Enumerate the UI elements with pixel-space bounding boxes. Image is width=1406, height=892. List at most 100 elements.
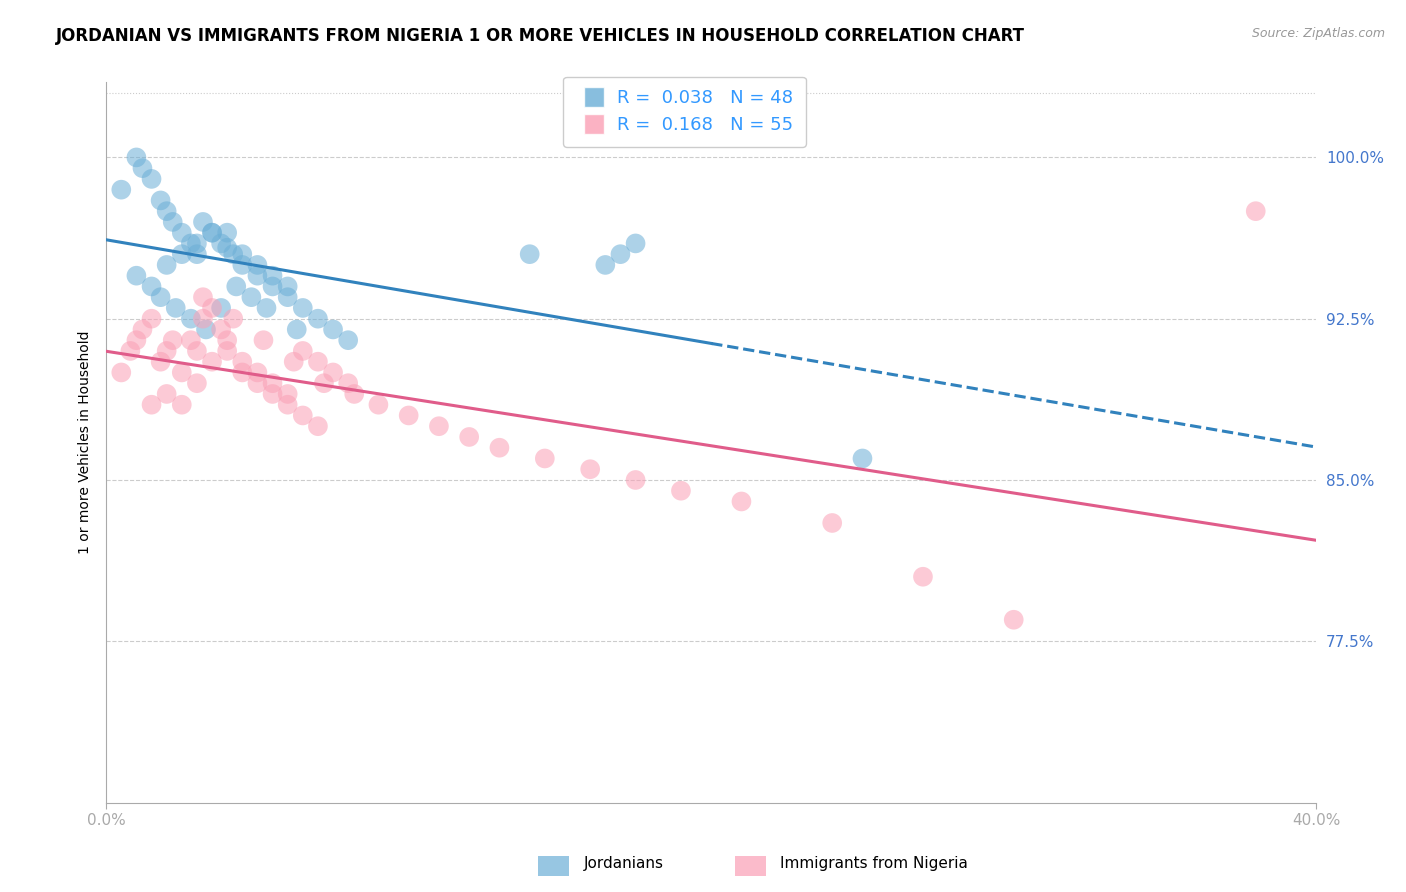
Text: JORDANIAN VS IMMIGRANTS FROM NIGERIA 1 OR MORE VEHICLES IN HOUSEHOLD CORRELATION: JORDANIAN VS IMMIGRANTS FROM NIGERIA 1 O…: [56, 27, 1025, 45]
Text: Source: ZipAtlas.com: Source: ZipAtlas.com: [1251, 27, 1385, 40]
Point: [246, 376, 269, 391]
Point: [209, 322, 232, 336]
Point: [191, 290, 214, 304]
Point: [110, 366, 132, 380]
Point: [209, 301, 232, 315]
Point: [186, 376, 208, 391]
Point: [337, 333, 360, 347]
Point: [201, 354, 224, 368]
Point: [149, 194, 172, 208]
Point: [125, 268, 148, 283]
Point: [262, 279, 284, 293]
Point: [120, 343, 142, 358]
Point: [285, 322, 308, 336]
Point: [277, 387, 299, 401]
Point: [149, 354, 172, 368]
Point: [252, 333, 274, 347]
Point: [283, 354, 305, 368]
Point: [307, 311, 329, 326]
Point: [201, 226, 224, 240]
Point: [277, 398, 299, 412]
Point: [427, 419, 450, 434]
Point: [851, 451, 873, 466]
Point: [246, 268, 269, 283]
Point: [110, 183, 132, 197]
Point: [1002, 613, 1025, 627]
Point: [141, 311, 163, 326]
Point: [262, 387, 284, 401]
Point: [231, 247, 253, 261]
Point: [222, 311, 245, 326]
Point: [217, 226, 239, 240]
Point: [595, 258, 617, 272]
Point: [141, 279, 163, 293]
Point: [217, 343, 239, 358]
Point: [180, 333, 202, 347]
Point: [141, 398, 163, 412]
Point: [262, 268, 284, 283]
Point: [307, 354, 329, 368]
Point: [322, 322, 344, 336]
Point: [291, 409, 314, 423]
Point: [231, 354, 253, 368]
Point: [246, 258, 269, 272]
Point: [201, 301, 224, 315]
Point: [624, 236, 647, 251]
Point: [201, 226, 224, 240]
Y-axis label: 1 or more Vehicles in Household: 1 or more Vehicles in Household: [79, 331, 93, 554]
Point: [131, 161, 153, 176]
Point: [165, 301, 187, 315]
Point: [209, 236, 232, 251]
Point: [291, 343, 314, 358]
Point: [337, 376, 360, 391]
Point: [277, 290, 299, 304]
Point: [156, 204, 179, 219]
Point: [1244, 204, 1267, 219]
Point: [231, 258, 253, 272]
Point: [170, 366, 193, 380]
Text: Immigrants from Nigeria: Immigrants from Nigeria: [780, 856, 969, 871]
Point: [131, 322, 153, 336]
Point: [125, 333, 148, 347]
Point: [821, 516, 844, 530]
Point: [156, 343, 179, 358]
Point: [125, 150, 148, 164]
Point: [225, 279, 247, 293]
Point: [222, 247, 245, 261]
Point: [240, 290, 263, 304]
Point: [730, 494, 752, 508]
Point: [170, 398, 193, 412]
Point: [170, 247, 193, 261]
Point: [141, 172, 163, 186]
Point: [217, 241, 239, 255]
Point: [186, 247, 208, 261]
Point: [312, 376, 335, 391]
Point: [170, 226, 193, 240]
Point: [322, 366, 344, 380]
Point: [162, 215, 184, 229]
Legend: R =  0.038   N = 48, R =  0.168   N = 55: R = 0.038 N = 48, R = 0.168 N = 55: [562, 77, 806, 147]
Point: [343, 387, 366, 401]
Point: [519, 247, 541, 261]
Point: [180, 311, 202, 326]
Point: [911, 570, 934, 584]
Point: [217, 333, 239, 347]
Point: [277, 279, 299, 293]
Point: [488, 441, 510, 455]
Point: [186, 343, 208, 358]
Point: [231, 366, 253, 380]
Point: [191, 215, 214, 229]
Point: [162, 333, 184, 347]
Point: [398, 409, 420, 423]
Point: [246, 366, 269, 380]
Point: [624, 473, 647, 487]
Point: [156, 258, 179, 272]
Point: [195, 322, 218, 336]
Point: [186, 236, 208, 251]
Point: [291, 301, 314, 315]
Point: [307, 419, 329, 434]
Point: [609, 247, 631, 261]
Point: [533, 451, 555, 466]
Point: [262, 376, 284, 391]
Point: [367, 398, 389, 412]
